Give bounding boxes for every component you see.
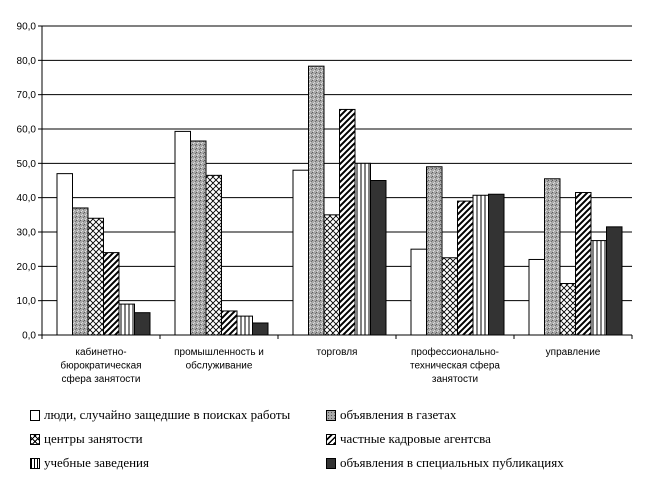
- bar: [190, 140, 207, 336]
- x-tick-label: промышленность и обслуживание: [174, 347, 264, 372]
- chart-area: 0,0 10,0 20,0 30,0 40,0 50,0 60,0 70,0 80,0 90,0 к…: [17, 22, 633, 385]
- bar: [134, 312, 151, 336]
- x-tick-label-line: управление: [546, 347, 601, 358]
- legend-item: объявления в специальных публикациях: [326, 455, 564, 471]
- y-tick-label: 60,0: [17, 125, 37, 136]
- bar: [323, 214, 340, 336]
- legend-label: учебные заведения: [44, 455, 149, 470]
- y-tick-label: 40,0: [17, 193, 37, 204]
- bar: [118, 303, 135, 336]
- bar-chart: 0,0 10,0 20,0 30,0 40,0 50,0 60,0 70,0 80,0 90,0 к…: [17, 22, 633, 385]
- legend-swatch: [30, 409, 40, 421]
- legend-item: люди, случайно защедшие в поисках работы: [30, 407, 290, 423]
- legend-swatch: [326, 457, 336, 469]
- x-tick-label: торговля: [317, 347, 358, 358]
- legend-swatch: [30, 433, 40, 445]
- y-tick-label: 30,0: [17, 228, 37, 239]
- bar: [606, 226, 623, 336]
- legend-label: частные кадровые агентсва: [340, 431, 491, 446]
- bar: [441, 257, 458, 336]
- x-tick-label-line: кабинетно-: [75, 346, 126, 358]
- legend-swatch: [30, 457, 40, 469]
- x-tick-label-line: профессионально-: [411, 346, 499, 358]
- bar: [457, 200, 474, 336]
- y-tick-label: 0,0: [22, 331, 36, 342]
- legend-item: объявления в газетах: [326, 407, 456, 423]
- x-tick-label: кабинетно-бюрократическая сфера занятости: [60, 346, 141, 385]
- y-tick-label: 50,0: [17, 159, 37, 170]
- bar: [472, 194, 489, 336]
- bar: [205, 174, 222, 336]
- bar: [339, 108, 356, 336]
- x-tick-label-line: торговля: [317, 347, 358, 358]
- x-tick-label: управление: [546, 347, 601, 358]
- x-tick-label-line: бюрократическая: [60, 360, 141, 372]
- x-tick-label-line: занятости: [432, 374, 478, 385]
- legend-swatch: [326, 409, 336, 421]
- legend-swatch: [326, 433, 336, 445]
- y-tick-label: 90,0: [17, 22, 37, 33]
- bar: [103, 252, 120, 336]
- legend-label: объявления в газетах: [340, 407, 457, 422]
- x-tick-label-line: обслуживание: [186, 360, 253, 372]
- y-tick-label: 10,0: [17, 296, 37, 307]
- legend-label: объявления в специальных публикациях: [340, 455, 564, 470]
- x-tick-label-line: промышленность и: [174, 347, 264, 358]
- x-tick-label-line: техническая сфера: [410, 360, 500, 372]
- bar: [544, 178, 561, 336]
- legend-label: центры занятости: [44, 431, 143, 446]
- legend-item: центры занятости: [30, 431, 143, 447]
- bar: [575, 192, 592, 336]
- bar: [292, 169, 309, 336]
- bar: [590, 240, 607, 336]
- y-tick-label: 20,0: [17, 262, 37, 273]
- bar: [426, 166, 443, 336]
- bar: [72, 207, 89, 336]
- bar: [528, 258, 545, 336]
- bar: [370, 180, 387, 336]
- bar: [236, 315, 253, 336]
- bar: [559, 283, 576, 336]
- bar: [410, 248, 427, 336]
- bar: [488, 193, 505, 336]
- legend-item: учебные заведения: [30, 455, 149, 471]
- legend-label: люди, случайно защедшие в поисках работы: [44, 407, 291, 422]
- x-tick-label-line: сфера занятости: [62, 373, 141, 385]
- y-tick-label: 70,0: [17, 90, 37, 101]
- bar: [87, 217, 104, 336]
- bar: [252, 322, 269, 336]
- y-tick-label: 80,0: [17, 56, 37, 67]
- bar: [56, 173, 73, 336]
- bar: [174, 130, 191, 336]
- bar: [221, 310, 238, 336]
- bar: [354, 162, 371, 336]
- x-tick-label: профессионально-техническая сфера занятос…: [410, 346, 500, 385]
- legend-item: частные кадровые агентсва: [326, 431, 491, 447]
- bar: [308, 65, 325, 336]
